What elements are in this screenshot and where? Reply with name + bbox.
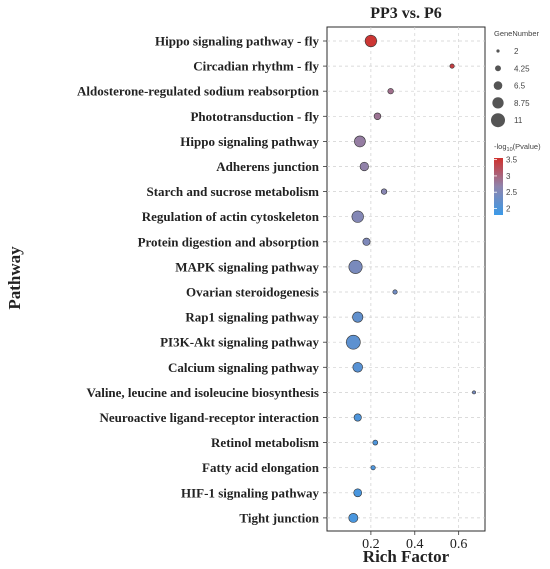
data-points — [346, 34, 476, 523]
data-point — [472, 390, 476, 395]
data-point — [387, 88, 394, 95]
data-point — [373, 112, 382, 121]
size-legend-key — [491, 113, 505, 128]
color-legend-label: 2.5 — [506, 188, 518, 197]
size-legend-title: GeneNumber — [494, 29, 540, 38]
size-legend-label: 6.5 — [514, 82, 526, 91]
y-tick-label: Circadian rhythm - fly — [193, 59, 319, 74]
data-point — [346, 334, 361, 350]
y-axis-label: Pathway — [5, 246, 24, 310]
y-tick-label: Rap1 signaling pathway — [185, 310, 319, 325]
y-tick-label: HIF-1 signaling pathway — [181, 485, 319, 500]
color-legend-title: -log10(Pvalue) — [494, 142, 541, 153]
x-axis-label: Rich Factor — [363, 547, 450, 566]
y-tick-label: Calcium signaling pathway — [168, 360, 319, 375]
y-tick-label: PI3K-Akt signaling pathway — [160, 335, 319, 350]
x-tick-label: 0.4 — [406, 537, 424, 552]
size-legend-key — [495, 65, 501, 72]
y-tick-label: MAPK signaling pathway — [175, 259, 319, 274]
data-point — [353, 488, 363, 498]
color-legend: -log10(Pvalue) 2 2.5 3 3.5 — [494, 142, 541, 215]
data-point — [372, 439, 379, 446]
data-point — [370, 465, 376, 471]
color-legend-label: 3.5 — [506, 156, 518, 165]
data-point — [353, 413, 362, 422]
color-legend-label: 3 — [506, 172, 511, 181]
data-point — [348, 513, 359, 523]
size-legend-label: 2 — [514, 47, 519, 56]
data-point — [359, 161, 369, 172]
color-legend-title-sub: 10 — [507, 147, 513, 153]
y-axis-tick-labels: Hippo signaling pathway - fly Circadian r… — [77, 34, 327, 525]
size-legend: GeneNumber 2 4.25 6.5 8.75 11 — [491, 29, 540, 128]
x-tick-label: 0.6 — [450, 537, 468, 552]
data-point — [449, 63, 455, 69]
y-tick-label: Retinol metabolism — [211, 435, 319, 450]
size-legend-key — [493, 81, 503, 90]
y-tick-label: Phototransduction - fly — [190, 109, 319, 124]
size-legend-label: 11 — [514, 116, 523, 125]
y-tick-label: Adherens junction — [216, 159, 319, 174]
y-tick-label: Starch and sucrose metabolism — [147, 184, 320, 199]
size-legend-label: 8.75 — [514, 99, 530, 108]
y-tick-label: Neuroactive ligand-receptor interaction — [99, 410, 319, 425]
plot-panel — [326, 26, 486, 532]
data-point — [392, 289, 398, 295]
y-tick-label: Hippo signaling pathway — [180, 134, 319, 149]
data-point — [352, 362, 363, 373]
size-legend-key — [492, 97, 504, 109]
data-point — [351, 210, 364, 223]
size-legend-label: 4.25 — [514, 64, 530, 73]
color-legend-label: 2 — [506, 204, 511, 213]
y-tick-label: Fatty acid elongation — [202, 460, 320, 475]
x-tick-label: 0.2 — [362, 537, 380, 552]
data-point — [362, 237, 371, 246]
color-legend-title-tail: (Pvalue) — [513, 142, 541, 151]
chart-title: PP3 vs. P6 — [370, 5, 442, 22]
color-legend-bar — [494, 158, 503, 215]
color-legend-title-main: -log — [494, 142, 507, 151]
x-axis-tick-labels: 0.2 0.4 0.6 — [362, 531, 467, 552]
data-point — [348, 259, 363, 274]
y-tick-label: Regulation of actin cytoskeleton — [142, 209, 320, 224]
size-legend-key — [496, 49, 500, 53]
y-tick-label: Hippo signaling pathway - fly — [155, 34, 319, 49]
y-tick-label: Protein digestion and absorption — [138, 234, 320, 249]
y-tick-label: Aldosterone-regulated sodium reabsorptio… — [77, 84, 320, 99]
data-point — [380, 188, 388, 195]
data-point — [352, 311, 364, 323]
data-point — [364, 34, 377, 48]
data-point — [354, 135, 366, 148]
y-tick-label: Ovarian steroidogenesis — [186, 285, 319, 300]
y-tick-label: Tight junction — [239, 510, 319, 525]
y-tick-label: Valine, leucine and isoleucine biosynthe… — [87, 385, 319, 400]
